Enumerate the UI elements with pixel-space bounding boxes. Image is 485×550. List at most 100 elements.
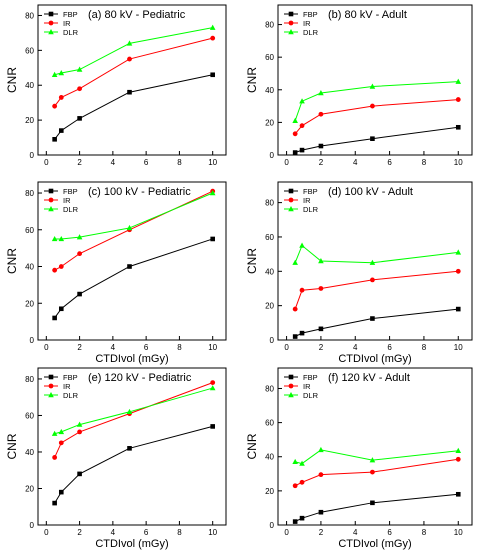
data-point-fbp [58, 489, 64, 495]
data-point-dlr [76, 421, 83, 427]
y-tick-label: 60 [25, 411, 34, 420]
legend-label: FBP [63, 373, 78, 382]
series-line-fbp [54, 238, 213, 319]
data-point-fbp [127, 446, 132, 451]
x-tick-label: 6 [387, 158, 392, 167]
y-axis-label: CNR [245, 67, 259, 93]
data-point-fbp [318, 326, 324, 332]
y-tick-label: 20 [265, 118, 274, 127]
data-point-fbp [210, 72, 215, 78]
y-tick-label: 20 [25, 299, 34, 308]
plot-frame [277, 367, 473, 526]
data-point-fbp [52, 137, 57, 142]
legend-marker [48, 11, 54, 17]
data-point-ir [52, 267, 58, 273]
data-point-fbp [210, 236, 215, 242]
legend-marker [48, 20, 54, 26]
legend-label: FBP [303, 373, 318, 382]
x-tick-label: 10 [454, 158, 463, 167]
data-point-ir [455, 456, 461, 462]
x-tick-label: 2 [77, 343, 82, 352]
legend-label: DLR [63, 28, 79, 37]
data-point-ir [52, 103, 58, 109]
legend-marker [288, 197, 294, 203]
data-point-dlr [76, 66, 83, 72]
chart-panel-1: 0 2 4 6 8 10 0 20 40 60 80 CNR (a) 80 kV - Pediatric… [5, 4, 227, 167]
series-line-ir [54, 382, 213, 458]
panel-title: (c) 100 kV - Pediatric [88, 186, 191, 198]
x-tick-label: 6 [387, 343, 392, 352]
y-axis-label: CNR [245, 248, 259, 274]
panel-title: (d) 100 kV - Adult [328, 186, 413, 198]
x-tick-label: 4 [353, 158, 358, 167]
legend-marker [288, 29, 294, 35]
x-tick-label: 2 [77, 158, 82, 167]
panel-title: (b) 80 kV - Adult [328, 9, 407, 21]
y-tick-label: 20 [265, 487, 274, 496]
plot-frame [277, 181, 473, 341]
x-tick-label: 4 [111, 158, 116, 167]
data-point-fbp [58, 306, 64, 312]
chart-panel-4: 0 2 4 6 8 10 0 20 40 60 80 CNR CTDIvol (mGy) (d) 100 … [245, 181, 473, 365]
y-tick-label: 20 [265, 302, 274, 311]
legend-marker [288, 188, 294, 194]
data-point-fbp [455, 491, 461, 497]
legend-label: FBP [63, 187, 78, 196]
data-point-ir [370, 469, 375, 475]
chart-panel-6: 0 2 4 6 8 10 0 20 40 60 80 CNR CTDIvol (mGy) (f) 120 … [245, 367, 473, 550]
data-point-fbp [52, 315, 57, 321]
x-axis-label: CTDIvol (mGy) [95, 353, 168, 365]
data-point-fbp [77, 471, 82, 477]
legend-label: FBP [303, 187, 318, 196]
legend-marker [48, 374, 54, 380]
legend-marker [288, 20, 294, 26]
y-tick-label: 0 [30, 336, 35, 345]
data-point-ir [292, 483, 298, 489]
y-tick-label: 40 [265, 453, 274, 462]
chart-panel-2: 0 2 4 6 8 10 0 20 40 60 80 CNR (b) 80 kV - Adult FBPI… [245, 4, 473, 167]
data-point-ir [127, 56, 132, 62]
chart-panel-3: 0 2 4 6 8 10 0 20 40 60 80 CNR CTDIvol (mGy) (c) 100 … [5, 181, 227, 365]
data-point-dlr [51, 235, 58, 242]
series-line-dlr [54, 27, 213, 76]
data-point-ir [292, 131, 298, 137]
plot-frame [277, 4, 473, 156]
series-line-dlr [54, 192, 213, 240]
x-tick-label: 0 [44, 528, 49, 537]
legend-label: FBP [303, 10, 318, 19]
data-point-dlr [299, 242, 305, 248]
y-tick-label: 40 [25, 263, 34, 272]
data-point-ir [58, 440, 64, 446]
legend-marker [48, 206, 54, 212]
data-point-dlr [292, 117, 298, 123]
x-tick-label: 2 [319, 343, 324, 352]
legend-label: DLR [303, 205, 319, 214]
x-tick-label: 8 [177, 158, 182, 167]
y-tick-label: 0 [270, 521, 275, 530]
data-point-dlr [292, 458, 298, 465]
series-line-dlr [294, 244, 459, 264]
data-point-dlr [369, 457, 376, 463]
data-point-fbp [58, 128, 64, 133]
x-tick-label: 6 [144, 528, 149, 537]
series-line-fbp [294, 308, 459, 338]
data-point-ir [292, 306, 298, 312]
legend-label: IR [63, 196, 71, 205]
data-point-dlr [299, 460, 305, 466]
data-point-fbp [455, 306, 461, 312]
legend-marker [48, 197, 54, 203]
x-tick-label: 8 [177, 343, 182, 352]
x-tick-label: 6 [387, 528, 392, 537]
legend-marker [288, 374, 294, 380]
legend-label: IR [303, 196, 311, 205]
y-axis-label: CNR [5, 433, 19, 459]
data-point-dlr [455, 249, 462, 255]
x-tick-label: 0 [284, 343, 289, 352]
legend-label: IR [303, 382, 311, 391]
y-tick-label: 20 [25, 116, 34, 125]
legend-label: DLR [303, 28, 319, 37]
legend-marker [48, 29, 54, 35]
data-point-ir [210, 380, 216, 386]
data-point-fbp [299, 330, 305, 336]
data-point-ir [370, 277, 375, 283]
